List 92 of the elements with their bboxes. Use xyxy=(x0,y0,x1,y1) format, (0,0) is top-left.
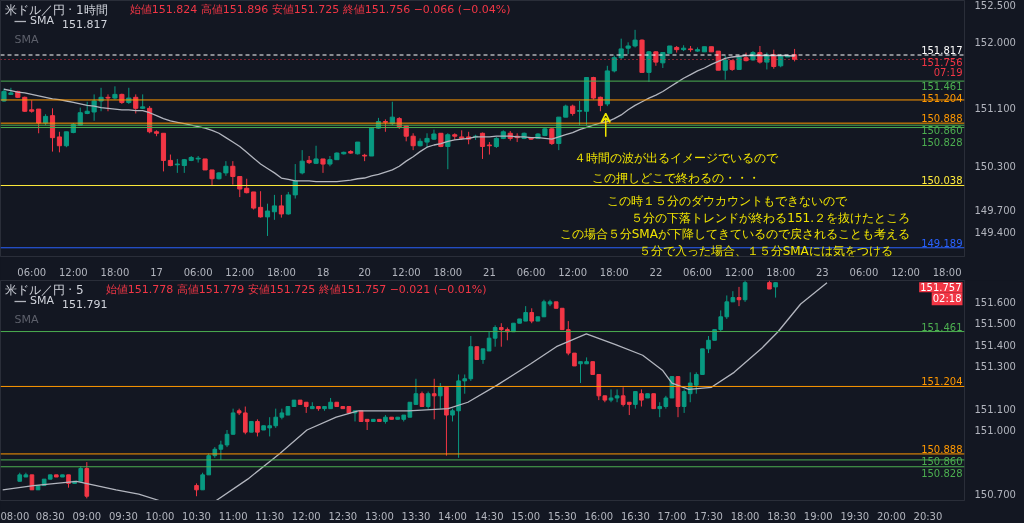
x-tick-label: 15:00 xyxy=(511,510,541,522)
x-tick-label: 17:00 xyxy=(657,510,687,522)
x-tick-label: 18:00 xyxy=(599,266,629,278)
x-tick-label: 13:30 xyxy=(401,510,431,522)
x-tick-label: 06:00 xyxy=(183,266,213,278)
x-tick-label: 20:30 xyxy=(913,510,943,522)
x-tick-label: 09:30 xyxy=(108,510,138,522)
x-tick-label: 12:00 xyxy=(291,510,321,522)
y-tick-label: 150.700 xyxy=(974,489,1016,501)
x-tick-label: 06:00 xyxy=(849,266,879,278)
x-tick-label: 18:00 xyxy=(100,266,130,278)
chart-subtitle: 始値151.778 高値151.779 安値151.725 終値151.757 −0.021 (−0.01%) xyxy=(105,283,487,296)
y-tick-label: 151.600 xyxy=(974,296,1016,308)
x-tick-label: 10:30 xyxy=(182,510,211,522)
x-tick-label: 15:30 xyxy=(547,510,577,522)
y-tick-label: 151.300 xyxy=(974,360,1016,372)
x-tick-label: 12:00 xyxy=(58,266,88,278)
x-tick-label: 08:00 xyxy=(0,510,30,522)
x-tick-label: 19:00 xyxy=(803,510,833,522)
ref-line-label: 151.461 xyxy=(921,81,963,92)
annotation: ５分で入った場合、１５分SMAには気をつける xyxy=(638,243,893,258)
x-tick-label: 06:00 xyxy=(516,266,546,278)
x-tick-label: 20 xyxy=(358,266,371,278)
x-tick-label: 10:00 xyxy=(145,510,175,522)
annotation: この場合５分SMAが下降してきているので戻されることも考える xyxy=(559,227,910,242)
y-tick-label: 151.100 xyxy=(974,403,1016,415)
x-tick-label: 18:00 xyxy=(433,266,463,278)
annotation: 02:18 xyxy=(932,293,962,305)
annotation: 151.791 xyxy=(62,297,108,311)
x-tick-label: 14:30 xyxy=(474,510,504,522)
x-tick-label: 18:00 xyxy=(730,510,760,522)
x-tick-label: 12:00 xyxy=(225,266,255,278)
x-tick-label: 12:00 xyxy=(891,266,920,278)
annotation: ４時間の波が出るイメージでいるので xyxy=(574,151,780,166)
x-tick-label: 14:00 xyxy=(438,510,467,522)
x-tick-label: 11:00 xyxy=(218,510,248,522)
x-tick-label: 17:30 xyxy=(694,510,723,522)
x-tick-label: 17 xyxy=(150,266,163,278)
ref-line-label: 150.860 xyxy=(921,125,963,137)
y-tick-label: 151.500 xyxy=(974,318,1016,330)
ref-line-label: 150.828 xyxy=(921,137,963,149)
x-tick-label: 12:30 xyxy=(328,510,358,522)
x-tick-label: 23 xyxy=(815,266,829,278)
y-tick-label: 151.000 xyxy=(974,425,1016,437)
y-tick-label: 149.400 xyxy=(974,227,1016,239)
chart-title: 米ドル／円 · 1時間 xyxy=(4,2,108,17)
annotation: SMA xyxy=(14,312,39,326)
ref-line-label: 150.888 xyxy=(921,113,963,125)
annotation: SMA xyxy=(14,32,39,46)
annotation: 07:19 xyxy=(933,67,963,78)
ref-line-label: 149.189 xyxy=(921,237,963,249)
y-tick-label: 152.000 xyxy=(974,36,1016,48)
annotation: この押しどこで終わるの・・・ xyxy=(592,170,761,185)
ref-line-label: 150.888 xyxy=(921,443,963,455)
y-tick-label: 149.700 xyxy=(974,205,1016,217)
x-tick-label: 16:00 xyxy=(584,510,614,522)
x-tick-label: 06:00 xyxy=(683,266,712,278)
ref-line-label: 151.461 xyxy=(921,321,963,333)
x-tick-label: 12:00 xyxy=(724,266,754,278)
x-tick-label: 19:30 xyxy=(840,510,870,522)
annotation: この時１５分のダウカウントもできないので xyxy=(606,194,848,209)
x-tick-label: 18:00 xyxy=(266,266,296,278)
chart-title: 米ドル／円 · 5 xyxy=(4,282,84,297)
x-tick-label: 21 xyxy=(483,266,496,278)
x-tick-label: 16:30 xyxy=(620,510,650,522)
y-tick-label: 150.300 xyxy=(974,161,1016,173)
x-tick-label: 18:30 xyxy=(767,510,797,522)
ref-line-label: 150.038 xyxy=(921,175,963,187)
x-tick-label: 06:00 xyxy=(17,266,47,278)
x-tick-label: 09:00 xyxy=(72,510,102,522)
ref-line-label: 150.828 xyxy=(921,467,963,479)
x-tick-label: 20:00 xyxy=(876,510,906,522)
annotation: ５分の下落トレンドが終わる151.２を抜けたところ xyxy=(631,210,911,225)
x-tick-label: 11:30 xyxy=(255,510,285,522)
y-tick-label: 151.100 xyxy=(974,102,1016,114)
y-tick-label: 151.400 xyxy=(974,339,1016,351)
x-tick-label: 18:00 xyxy=(766,266,796,278)
ref-line-label: 151.204 xyxy=(921,93,963,104)
ref-line-label: 151.204 xyxy=(921,376,963,388)
annotation: 151.757 xyxy=(920,282,962,294)
ref-line-label: 151.756 xyxy=(921,57,963,68)
chart-subtitle: 始値151.824 高値151.896 安値151.725 終値151.756 −0.066 (−0.04%) xyxy=(129,3,511,16)
x-tick-label: 18:00 xyxy=(932,266,962,278)
x-tick-label: 22 xyxy=(649,266,663,278)
ref-line-label: 151.817 xyxy=(921,45,963,56)
x-tick-label: 18 xyxy=(316,266,330,278)
annotation: 151.817 xyxy=(62,17,108,31)
x-tick-label: 08:30 xyxy=(35,510,65,522)
x-tick-label: 12:00 xyxy=(558,266,588,278)
y-tick-label: 152.500 xyxy=(974,0,1016,11)
x-tick-label: 12:00 xyxy=(391,266,421,278)
x-tick-label: 13:00 xyxy=(364,510,394,522)
